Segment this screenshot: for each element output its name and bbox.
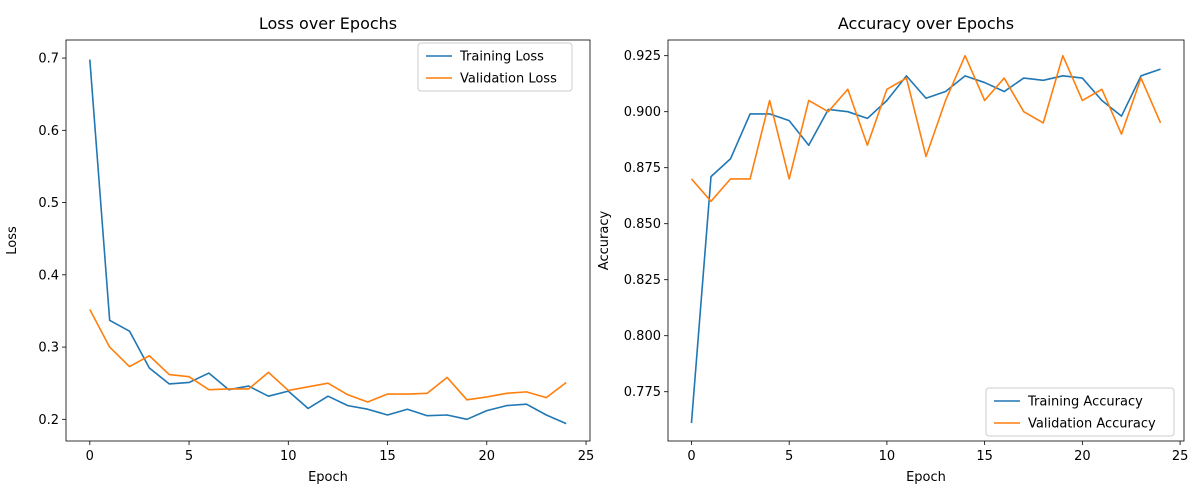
y-tick-label: 0.7 [38, 52, 59, 67]
y-tick-label: 0.4 [38, 268, 59, 283]
y-tick-label: 0.875 [624, 161, 661, 176]
y-tick-label: 0.5 [38, 196, 59, 211]
y-tick-label: 0.2 [38, 413, 59, 428]
series-line-validation-accuracy [690, 54, 1162, 203]
x-tick-label: 20 [479, 449, 496, 464]
x-tick-label: 25 [578, 449, 595, 464]
x-axis-label: Epoch [308, 470, 348, 485]
legend: Training Loss Validation Loss [417, 42, 573, 92]
x-tick-label: 5 [185, 449, 193, 464]
chart-title: Accuracy over Epochs [838, 14, 1014, 33]
legend-box [417, 42, 573, 92]
x-tick-label: 5 [785, 449, 793, 464]
plot-frame [667, 39, 1185, 442]
x-tick-label: 0 [687, 449, 695, 464]
chart-title: Loss over Epochs [259, 14, 397, 33]
y-tick-label: 0.925 [624, 49, 661, 64]
x-tick-label: 15 [379, 449, 396, 464]
y-tick-label: 0.800 [624, 329, 661, 344]
x-tick-label: 20 [1074, 449, 1091, 464]
y-tick-label: 0.775 [624, 385, 661, 400]
y-tick-label: 0.825 [624, 273, 661, 288]
x-tick-label: 25 [1172, 449, 1189, 464]
x-tick-label: 10 [879, 449, 896, 464]
y-tick-label: 0.900 [624, 105, 661, 120]
x-axis-label: Epoch [906, 470, 946, 485]
series-line-training-loss [89, 59, 567, 425]
x-tick-label: 15 [976, 449, 993, 464]
legend-label: Validation Accuracy [1028, 417, 1156, 432]
legend-label: Training Loss [459, 50, 544, 65]
y-axis-label: Loss [5, 226, 20, 255]
legend-label: Training Accuracy [1027, 395, 1143, 410]
y-tick-label: 0.3 [38, 341, 59, 356]
legend-box [985, 387, 1175, 437]
accuracy-chart: Accuracy over Epochs 0 5 10 15 20 25 0.775 0.800… [597, 14, 1188, 485]
x-tick-label: 10 [280, 449, 297, 464]
loss-chart: Loss over Epochs 0 5 10 15 20 25 0.2 0.3 0.4 0.5 0.… [5, 14, 594, 485]
x-tick-label: 0 [86, 449, 94, 464]
y-tick-label: 0.6 [38, 124, 59, 139]
series-line-validation-loss [89, 309, 567, 403]
legend: Training Accuracy Validation Accuracy [985, 387, 1175, 437]
series-line-training-accuracy [690, 68, 1161, 424]
y-axis-label: Accuracy [597, 211, 612, 271]
legend-label: Validation Loss [460, 72, 557, 87]
plot-frame [65, 39, 591, 442]
y-tick-label: 0.850 [624, 217, 661, 232]
